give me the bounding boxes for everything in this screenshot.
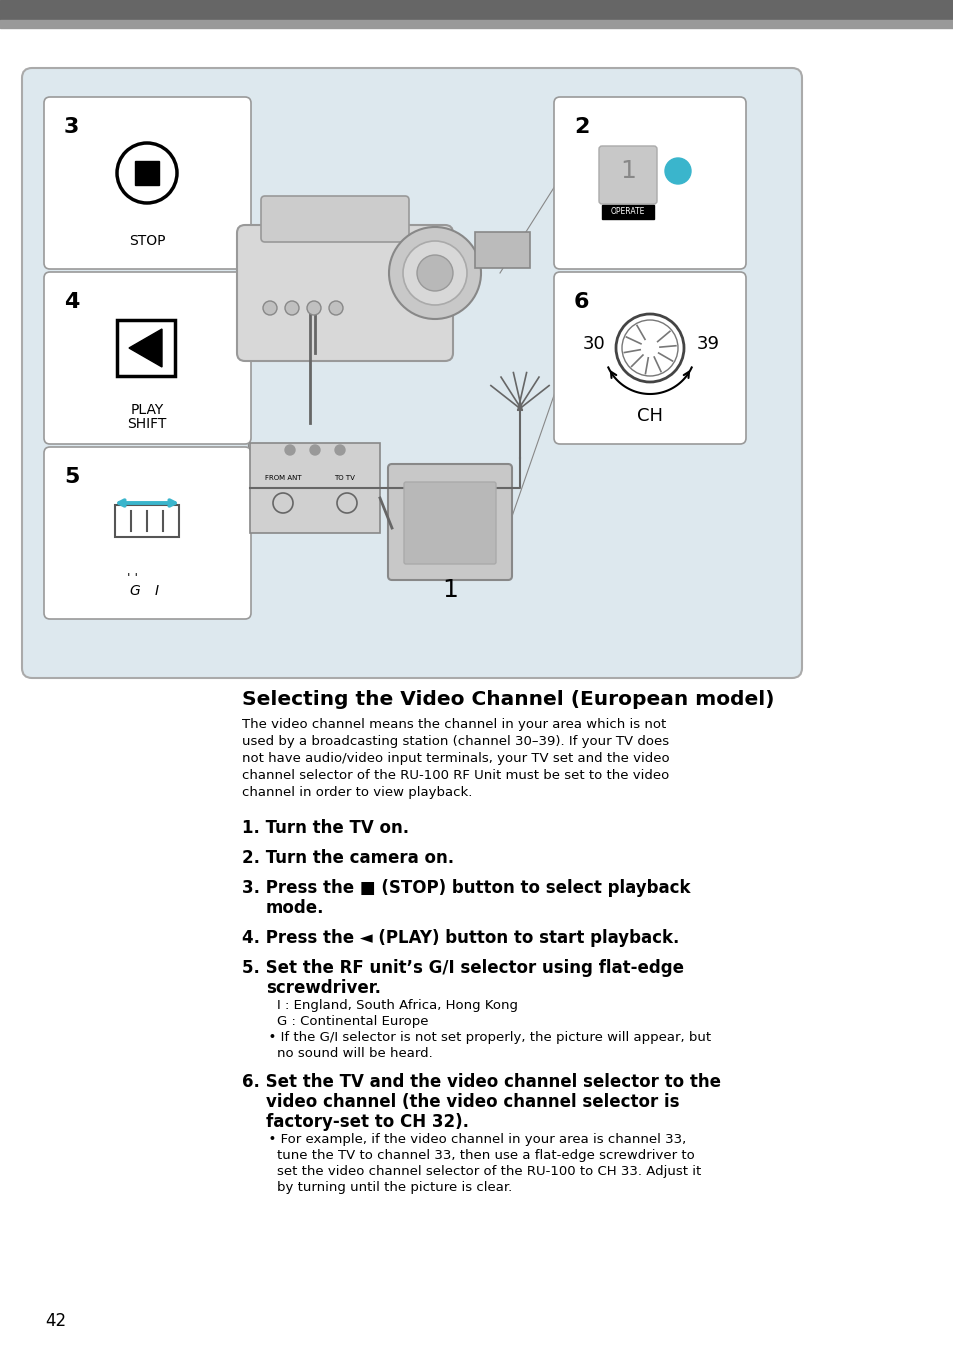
FancyBboxPatch shape: [44, 447, 251, 619]
Text: G: G: [130, 584, 140, 598]
FancyBboxPatch shape: [250, 443, 379, 532]
Text: ' ': ' ': [128, 573, 138, 585]
Text: PLAY: PLAY: [131, 403, 164, 417]
Text: STOP: STOP: [129, 234, 165, 249]
Bar: [135, 162, 159, 185]
FancyBboxPatch shape: [44, 96, 251, 269]
Text: I : England, South Africa, Hong Kong: I : England, South Africa, Hong Kong: [260, 999, 517, 1012]
Text: 1. Turn the TV on.: 1. Turn the TV on.: [242, 819, 409, 837]
Text: 1: 1: [619, 159, 636, 183]
FancyBboxPatch shape: [388, 464, 512, 580]
FancyBboxPatch shape: [554, 96, 745, 269]
Text: 2. Turn the camera on.: 2. Turn the camera on.: [242, 849, 454, 866]
Bar: [117, 320, 174, 376]
FancyBboxPatch shape: [598, 147, 657, 204]
Text: channel selector of the RU-100 RF Unit must be set to the video: channel selector of the RU-100 RF Unit m…: [242, 769, 669, 782]
Text: FROM ANT: FROM ANT: [264, 475, 301, 481]
Circle shape: [621, 320, 678, 376]
Text: set the video channel selector of the RU-100 to CH 33. Adjust it: set the video channel selector of the RU…: [260, 1165, 700, 1177]
Text: by turning until the picture is clear.: by turning until the picture is clear.: [260, 1181, 512, 1194]
Text: • If the G/I selector is not set properly, the picture will appear, but: • If the G/I selector is not set properl…: [260, 1031, 710, 1044]
Circle shape: [416, 255, 453, 291]
Bar: [115, 505, 179, 536]
Circle shape: [389, 227, 480, 319]
Circle shape: [285, 445, 294, 455]
Circle shape: [329, 301, 343, 315]
Circle shape: [307, 301, 320, 315]
Text: 1: 1: [441, 579, 457, 602]
Text: 6: 6: [574, 292, 589, 312]
Polygon shape: [129, 329, 162, 367]
Text: no sound will be heard.: no sound will be heard.: [260, 1047, 433, 1061]
Text: G : Continental Europe: G : Continental Europe: [260, 1014, 428, 1028]
Circle shape: [335, 445, 345, 455]
Text: 3: 3: [64, 117, 79, 137]
Text: 4: 4: [64, 292, 79, 312]
Text: factory-set to CH 32).: factory-set to CH 32).: [266, 1114, 469, 1131]
Text: channel in order to view playback.: channel in order to view playback.: [242, 786, 472, 799]
FancyBboxPatch shape: [22, 68, 801, 678]
Text: • For example, if the video channel in your area is channel 33,: • For example, if the video channel in y…: [260, 1133, 685, 1146]
Text: 3. Press the ■ (STOP) button to select playback: 3. Press the ■ (STOP) button to select p…: [242, 879, 690, 898]
Bar: [475, 232, 530, 268]
Text: 4. Press the ◄ (PLAY) button to start playback.: 4. Press the ◄ (PLAY) button to start pl…: [242, 929, 679, 947]
Text: SHIFT: SHIFT: [127, 417, 167, 430]
Text: 5. Set the RF unit’s G/I selector using flat-edge: 5. Set the RF unit’s G/I selector using …: [242, 959, 683, 976]
Text: 42: 42: [45, 1312, 66, 1329]
Bar: [0, 0, 953, 20]
FancyBboxPatch shape: [261, 196, 409, 242]
Text: 39: 39: [696, 335, 719, 353]
Text: 30: 30: [582, 335, 605, 353]
Text: screwdriver.: screwdriver.: [266, 979, 380, 997]
Circle shape: [285, 301, 298, 315]
Bar: [601, 205, 654, 219]
Text: 5: 5: [64, 467, 79, 488]
Circle shape: [402, 240, 467, 306]
Text: OPERATE: OPERATE: [610, 208, 644, 216]
Bar: [0, 20, 953, 29]
Text: 2: 2: [574, 117, 589, 137]
Text: TO TV: TO TV: [335, 475, 355, 481]
Text: tune the TV to channel 33, then use a flat-edge screwdriver to: tune the TV to channel 33, then use a fl…: [260, 1149, 694, 1162]
FancyBboxPatch shape: [236, 225, 453, 361]
Text: 6. Set the TV and the video channel selector to the: 6. Set the TV and the video channel sele…: [242, 1073, 720, 1090]
Text: video channel (the video channel selector is: video channel (the video channel selecto…: [266, 1093, 679, 1111]
Text: mode.: mode.: [266, 899, 324, 917]
Text: CH: CH: [637, 407, 662, 425]
FancyBboxPatch shape: [44, 272, 251, 444]
Text: used by a broadcasting station (channel 30–39). If your TV does: used by a broadcasting station (channel …: [242, 735, 668, 748]
Circle shape: [664, 158, 690, 183]
Circle shape: [310, 445, 319, 455]
FancyBboxPatch shape: [554, 272, 745, 444]
Text: not have audio/video input terminals, your TV set and the video: not have audio/video input terminals, yo…: [242, 752, 669, 765]
Text: I: I: [154, 584, 159, 598]
Text: Selecting the Video Channel (European model): Selecting the Video Channel (European mo…: [242, 690, 774, 709]
FancyBboxPatch shape: [403, 482, 496, 564]
Circle shape: [263, 301, 276, 315]
Text: The video channel means the channel in your area which is not: The video channel means the channel in y…: [242, 718, 665, 731]
